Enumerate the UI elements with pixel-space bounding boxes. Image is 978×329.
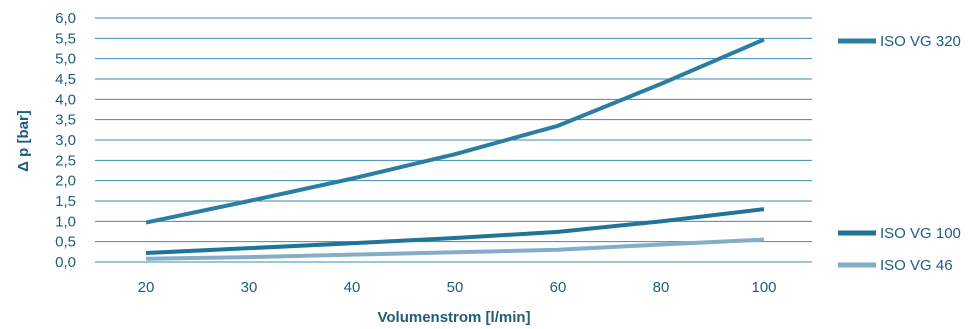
y-tick-label: 4,0	[55, 91, 76, 108]
y-tick-label: 0,0	[55, 254, 76, 271]
y-tick-label: 2,0	[55, 173, 76, 190]
series-line-0	[146, 40, 764, 223]
x-tick-label: 60	[550, 279, 567, 296]
y-tick-label: 5,5	[55, 30, 76, 47]
legend-label: ISO VG 46	[880, 257, 953, 274]
legend-label: ISO VG 100	[880, 225, 961, 242]
y-tick-label: 1,5	[55, 193, 76, 210]
y-tick-label: 1,0	[55, 213, 76, 230]
y-tick-label: 2,5	[55, 152, 76, 169]
x-tick-label: 50	[447, 279, 464, 296]
x-tick-label: 20	[138, 279, 155, 296]
x-tick-labels: 20 30 40 50 60 80 100	[138, 279, 777, 296]
y-tick-label: 3,5	[55, 112, 76, 129]
legend: ISO VG 320 ISO VG 100 ISO VG 46	[838, 33, 961, 274]
gridlines	[95, 18, 812, 262]
x-tick-label: 30	[241, 279, 258, 296]
x-tick-label: 80	[653, 279, 670, 296]
x-axis-title: Volumenstrom [l/min]	[377, 309, 530, 326]
x-tick-label: 100	[751, 279, 776, 296]
y-tick-label: 0,5	[55, 234, 76, 251]
series-lines	[146, 39, 764, 258]
y-tick-label: 4,5	[55, 71, 76, 88]
y-axis-title: Δ p [bar]	[15, 110, 32, 172]
y-tick-label: 6,0	[55, 10, 76, 27]
y-tick-labels: 0,0 0,5 1,0 1,5 2,0 2,5 3,0 3,5 4,0 4,5 5,0 5,5 6,0	[55, 10, 76, 271]
y-tick-label: 5,0	[55, 51, 76, 68]
x-tick-label: 40	[344, 279, 361, 296]
series-line-1	[146, 209, 764, 253]
legend-label: ISO VG 320	[880, 33, 961, 50]
y-tick-label: 3,0	[55, 132, 76, 149]
